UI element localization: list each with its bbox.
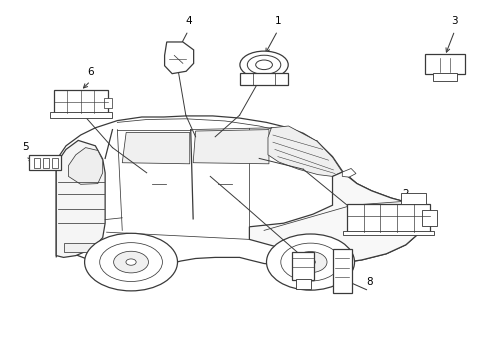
Bar	[432, 73, 456, 81]
Ellipse shape	[305, 259, 315, 265]
Bar	[103, 98, 111, 108]
Polygon shape	[56, 140, 105, 257]
Ellipse shape	[84, 233, 177, 291]
Bar	[343, 231, 434, 235]
Bar	[63, 243, 100, 252]
Text: 8: 8	[365, 276, 372, 287]
Text: 5: 5	[22, 142, 29, 152]
Bar	[425, 54, 464, 74]
Polygon shape	[342, 168, 355, 177]
Polygon shape	[122, 132, 189, 164]
Polygon shape	[267, 126, 342, 176]
Bar	[52, 158, 58, 168]
Bar	[346, 204, 429, 232]
Ellipse shape	[100, 243, 162, 282]
Text: 7: 7	[285, 270, 291, 280]
Bar	[43, 158, 49, 168]
Ellipse shape	[255, 60, 272, 69]
Bar	[400, 193, 426, 204]
Bar	[292, 252, 313, 280]
Bar	[54, 90, 107, 113]
Ellipse shape	[126, 259, 136, 265]
Text: 4: 4	[184, 16, 191, 26]
Bar	[29, 155, 61, 171]
Bar	[50, 112, 111, 118]
Ellipse shape	[266, 234, 354, 290]
Text: 6: 6	[87, 67, 94, 77]
Bar	[240, 73, 287, 85]
Text: 2: 2	[402, 189, 408, 199]
Ellipse shape	[247, 55, 280, 75]
Ellipse shape	[113, 251, 148, 273]
Bar	[332, 249, 351, 293]
Polygon shape	[249, 172, 422, 264]
Bar	[421, 210, 436, 226]
Text: 1: 1	[274, 16, 281, 26]
Polygon shape	[164, 42, 193, 74]
Text: 3: 3	[450, 16, 457, 26]
Polygon shape	[56, 116, 422, 267]
Bar	[295, 279, 310, 289]
Ellipse shape	[280, 243, 340, 281]
Ellipse shape	[293, 252, 326, 273]
Polygon shape	[193, 130, 268, 164]
Ellipse shape	[240, 51, 287, 78]
Bar	[34, 158, 40, 168]
Polygon shape	[68, 148, 102, 184]
